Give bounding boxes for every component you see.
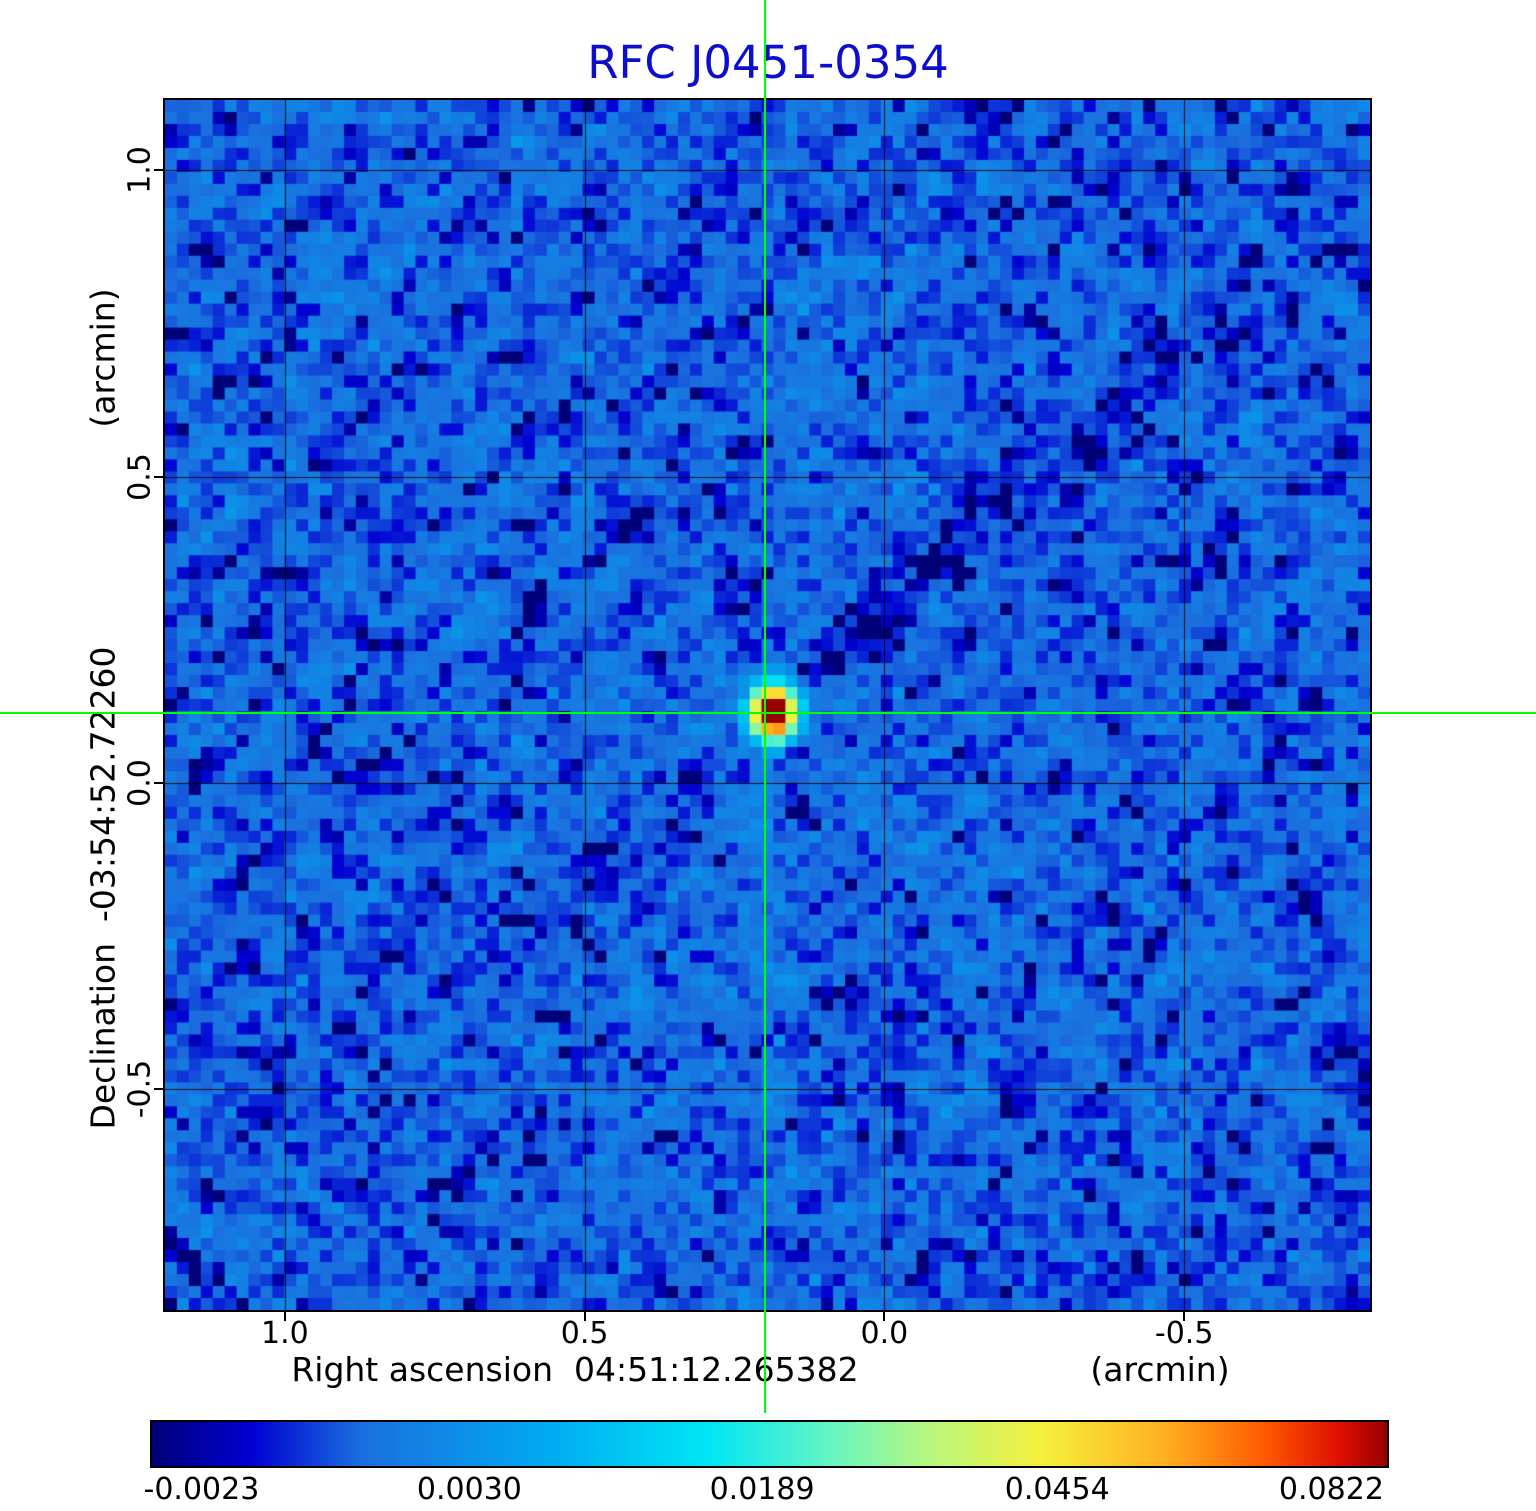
crosshair-vertical-line [763,0,766,1413]
plot-frame [163,98,1372,1312]
figure-title: RFC J0451-0354 [587,36,949,89]
colorbar-tick-label: 0.0030 [416,1472,522,1507]
colorbar-tick-label: 0.0454 [1004,1472,1110,1507]
x-tick-mark [583,1312,586,1321]
x-tick-mark [283,1312,286,1321]
y-tick-label: 1.0 [122,146,158,195]
y-tick-mark [154,169,163,172]
colorbar-tick-label: 0.0189 [709,1472,815,1507]
x-tick-label: -0.5 [1154,1316,1214,1351]
sky-map-canvas [165,100,1370,1310]
x-tick-label: 0.5 [560,1316,609,1351]
x-tick-label: 1.0 [261,1316,309,1351]
y-tick-label: -0.5 [122,1060,158,1119]
y-axis-unit-label: (arcmin) [83,288,123,428]
x-tick-label: 0.0 [860,1316,909,1351]
y-tick-mark [154,1088,163,1091]
x-axis-unit-label: (arcmin) [1090,1350,1230,1389]
x-axis-label: Right ascension 04:51:12.265382 [291,1350,859,1389]
x-tick-mark [883,1312,886,1321]
y-tick-label: 0.5 [122,452,158,501]
colorbar-tick-label: -0.0023 [143,1472,260,1507]
crosshair-horizontal-line [0,711,1536,714]
y-tick-mark [154,782,163,785]
y-axis-label: Declination -03:54:52.72260 [83,646,123,1130]
x-tick-mark [1183,1312,1186,1321]
y-tick-mark [154,475,163,478]
y-tick-label: 0.0 [122,759,158,807]
colorbar-gradient [150,1420,1389,1468]
colorbar-tick-label: 0.0822 [1278,1472,1384,1507]
